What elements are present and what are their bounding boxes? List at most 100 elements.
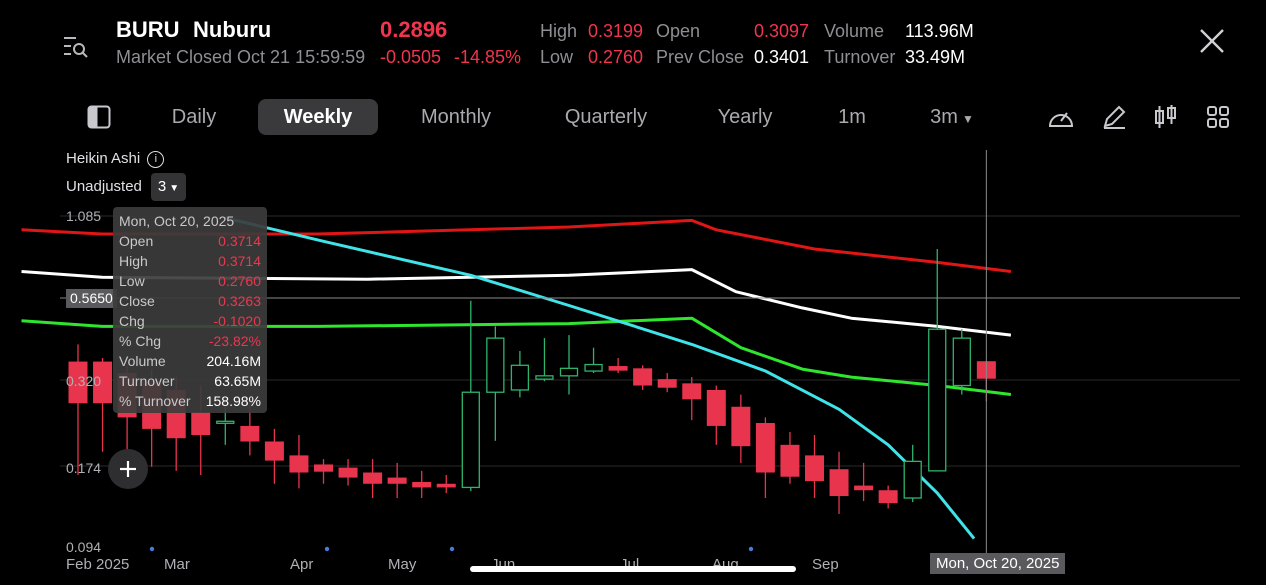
candle-body	[486, 337, 505, 393]
pencil-icon[interactable]	[1101, 104, 1127, 130]
y-tick-1085: 1.085	[66, 208, 102, 224]
candle-body	[191, 411, 211, 436]
candle-body	[854, 485, 874, 491]
tooltip-row-value: 0.2760	[218, 273, 261, 289]
candle	[289, 435, 309, 489]
tooltip-row-label: % Chg	[119, 333, 162, 349]
indicator-name[interactable]: Heikin Ashi i	[66, 150, 165, 168]
candle	[584, 347, 603, 374]
event-marker	[748, 546, 754, 552]
candle-body	[780, 444, 800, 477]
candle-body	[535, 375, 554, 380]
tooltip-row-value: 0.3714	[218, 233, 261, 249]
candle-body	[240, 425, 260, 442]
tooltip-row-value: 204.16M	[206, 353, 261, 369]
candle	[535, 338, 554, 382]
candle-body	[93, 361, 113, 404]
home-indicator[interactable]	[470, 566, 796, 572]
candle-body	[731, 406, 751, 447]
turnover-value: 33.49M	[905, 47, 966, 67]
speedometer-icon[interactable]	[1047, 104, 1075, 130]
candle-body	[363, 472, 383, 484]
high-label: High	[540, 21, 578, 41]
low-label: Low	[540, 47, 574, 67]
tooltip-row-label: Open	[119, 233, 154, 249]
candle-body	[633, 368, 653, 386]
ohlc-tooltip: Mon, Oct 20, 2025 Open 0.3714 High 0.3714 Lo…	[113, 207, 267, 413]
candle-body	[68, 361, 88, 404]
tooltip-row-value: 0.3263	[218, 293, 261, 309]
candle-body	[682, 383, 702, 400]
candle-body	[584, 363, 603, 372]
crosshair-date-label: Mon, Oct 20, 2025	[930, 553, 1066, 574]
candle-body	[338, 467, 358, 478]
tab-yearly[interactable]: Yearly	[717, 106, 773, 128]
tab-quarterly[interactable]: Quarterly	[564, 106, 648, 128]
high-value: 0.3199	[588, 21, 644, 41]
tooltip-row-label: Low	[119, 273, 145, 289]
info-icon[interactable]: i	[147, 150, 165, 168]
candle	[461, 300, 480, 492]
low-value: 0.2760	[588, 47, 644, 67]
candle-body	[436, 483, 456, 488]
y-tick-0094: 0.094	[66, 539, 102, 555]
caret-down-icon: ▼	[961, 112, 974, 126]
sidebar-toggle-icon[interactable]	[87, 105, 111, 129]
candle	[68, 344, 88, 476]
candle-body	[510, 364, 530, 391]
tab-daily[interactable]: Daily	[171, 106, 217, 128]
candle-body	[657, 379, 677, 388]
tab-1m[interactable]: 1m	[838, 106, 866, 128]
tooltip-row: Chg -0.1020	[119, 311, 261, 331]
candle-body	[952, 337, 971, 387]
candle	[93, 357, 113, 452]
tab-weekly[interactable]: Weekly	[258, 99, 378, 135]
event-marker	[324, 546, 330, 552]
period-select[interactable]: 3 ▼	[151, 173, 186, 201]
candle-body	[216, 420, 235, 424]
menu-search-icon[interactable]	[62, 34, 90, 60]
close-icon[interactable]	[1198, 27, 1226, 55]
candle-body	[878, 490, 898, 504]
open-label: Open	[656, 21, 701, 41]
indicator-label: Heikin Ashi	[66, 150, 141, 167]
tooltip-row: % Turnover 158.98%	[119, 391, 261, 411]
open-value: 0.3097	[754, 21, 810, 41]
candle	[510, 351, 530, 398]
candle	[363, 459, 383, 499]
x-tick-feb: Feb 2025	[66, 556, 130, 573]
tooltip-row-label: Volume	[119, 353, 166, 369]
candle	[928, 249, 947, 472]
event-marker	[149, 546, 155, 552]
candle	[633, 365, 653, 390]
candle	[731, 394, 751, 463]
candle-body	[805, 455, 824, 482]
tab-3m[interactable]: 3m ▼	[922, 99, 982, 135]
candle	[338, 459, 358, 486]
event-marker	[449, 546, 455, 552]
add-button[interactable]	[108, 449, 148, 489]
candle-body	[706, 389, 726, 426]
tab-3m-label: 3m	[930, 106, 958, 128]
tooltip-row: Turnover 63.65M	[119, 371, 261, 391]
candle-body	[903, 460, 922, 499]
y-tick-0320: 0.320	[66, 373, 102, 389]
tooltip-row: Open 0.3714	[119, 231, 261, 251]
candle	[952, 329, 971, 395]
candle	[903, 444, 922, 503]
candle-body	[289, 455, 309, 473]
candle	[314, 459, 333, 484]
tooltip-row-label: High	[119, 253, 148, 269]
prev-close-label: Prev Close	[656, 47, 745, 67]
tooltip-row: Volume 204.16M	[119, 351, 261, 371]
volume-label: Volume	[824, 21, 885, 41]
x-tick-sep: Sep	[812, 556, 839, 573]
tooltip-row: High 0.3714	[119, 251, 261, 271]
tab-monthly[interactable]: Monthly	[420, 106, 492, 128]
x-tick-may: May	[388, 556, 417, 573]
tooltip-row-label: Close	[119, 293, 155, 309]
last-price: 0.2896	[380, 17, 448, 42]
grid-layout-icon[interactable]	[1206, 105, 1230, 129]
price-change-pct: -14.85%	[454, 47, 522, 67]
candlestick-settings-icon[interactable]	[1154, 104, 1178, 130]
